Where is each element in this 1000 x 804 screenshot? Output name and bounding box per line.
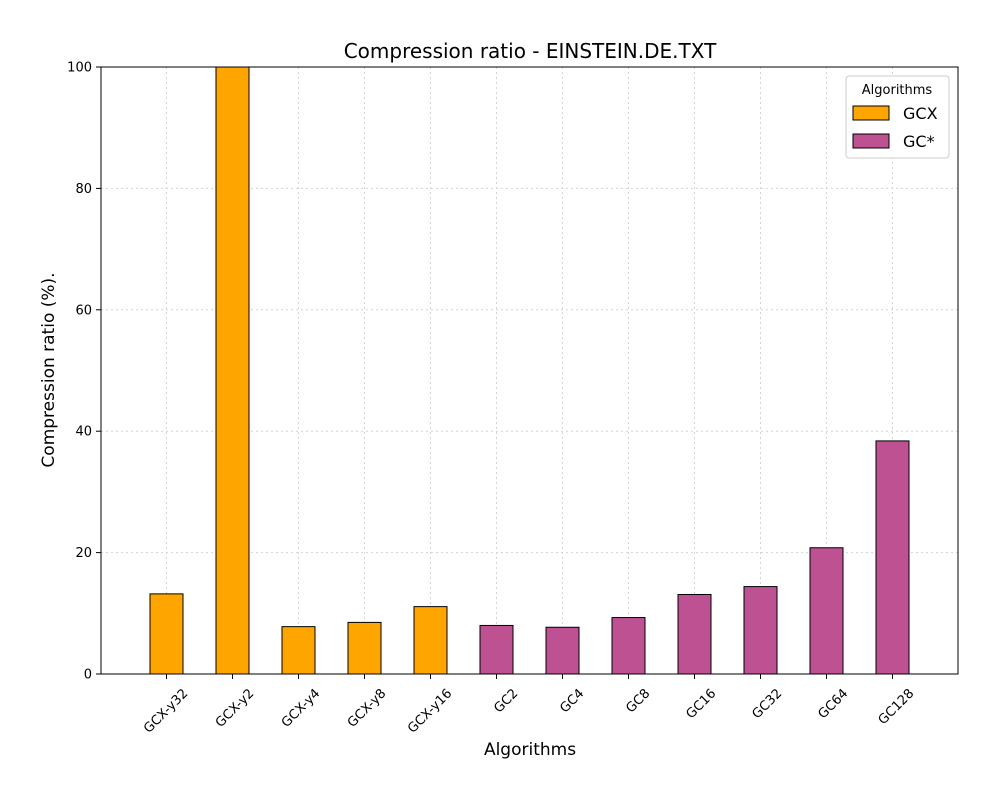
x-tick-label-gcx-y16: GCX-y16 xyxy=(405,686,455,736)
bar-gc128 xyxy=(875,440,910,675)
legend: Algorithms GCX GC* xyxy=(845,75,950,159)
y-axis-label: Compression ratio (%). xyxy=(39,272,59,467)
y-tick-label: 80 xyxy=(75,182,92,197)
x-tick-label-gc4: GC4 xyxy=(557,686,587,716)
legend-title: Algorithms xyxy=(862,83,933,98)
y-tick-label: 100 xyxy=(67,61,92,76)
x-tick-label-gc128: GC128 xyxy=(876,686,918,728)
y-tick-label: 20 xyxy=(75,546,92,561)
chart-title: Compression ratio - EINSTEIN.DE.TXT xyxy=(344,39,717,63)
legend-swatch-gc-star xyxy=(852,133,890,149)
plot-frame xyxy=(100,66,959,675)
x-tick-label-gcx-y32: GCX-y32 xyxy=(141,686,191,736)
y-axis: 0 20 40 60 80 100 xyxy=(67,61,101,683)
bar-gc16 xyxy=(677,593,712,675)
bar-gc64 xyxy=(809,547,844,675)
y-tick-label: 60 xyxy=(75,303,92,318)
x-tick-label-gc32: GC32 xyxy=(749,686,785,722)
bar-gc4 xyxy=(545,626,580,675)
x-tick-label-gc2: GC2 xyxy=(491,686,521,716)
bar-gcx-y4 xyxy=(281,626,316,675)
x-tick-label-gc8: GC8 xyxy=(623,686,653,716)
x-axis-label: Algorithms xyxy=(484,740,576,760)
bar-gcx-y16 xyxy=(413,606,448,675)
bar-gcx-y32 xyxy=(149,593,184,675)
bar-gcx-y8 xyxy=(347,621,382,675)
bar-gc2 xyxy=(479,624,514,675)
x-axis: GCX-y32 GCX-y2 GCX-y4 GCX-y8 GCX-y16 GC2 GC4 GC… xyxy=(141,674,917,737)
x-tick-label-gc64: GC64 xyxy=(815,686,851,722)
legend-label-gc-star: GC* xyxy=(903,132,935,151)
x-tick-label-gcx-y4: GCX-y4 xyxy=(279,686,323,730)
x-tick-label-gc16: GC16 xyxy=(683,686,719,722)
legend-swatch-gcx xyxy=(852,105,890,121)
x-tick-label-gcx-y8: GCX-y8 xyxy=(345,686,389,730)
bar-gc32 xyxy=(743,586,778,675)
legend-label-gcx: GCX xyxy=(903,104,938,123)
y-tick-label: 0 xyxy=(84,668,92,683)
bars-layer xyxy=(149,66,910,675)
bar-gcx-y2 xyxy=(215,66,250,675)
x-tick-label-gcx-y2: GCX-y2 xyxy=(213,686,257,730)
y-tick-label: 40 xyxy=(75,425,92,440)
bar-gc8 xyxy=(611,617,646,675)
